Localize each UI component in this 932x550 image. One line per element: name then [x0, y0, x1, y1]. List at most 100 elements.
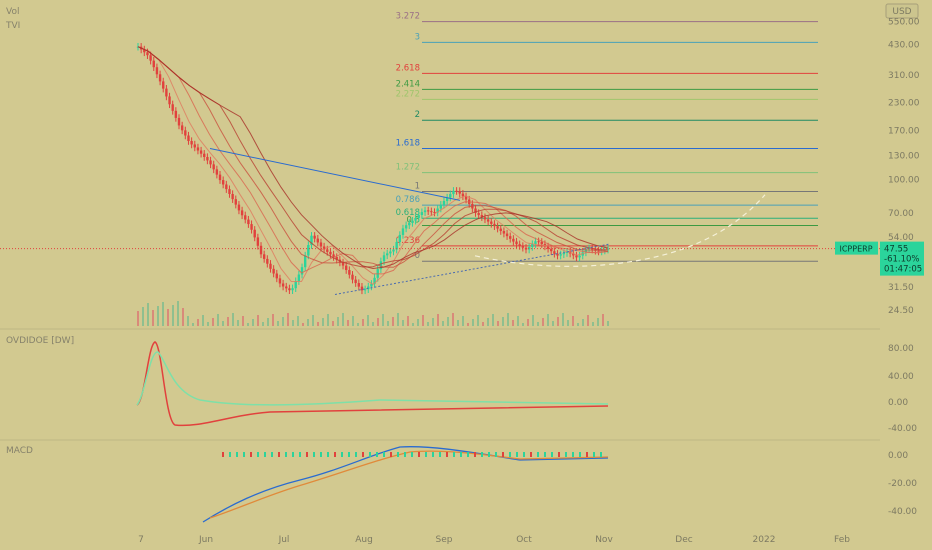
candle-body [307, 245, 310, 256]
candle-body [171, 104, 174, 111]
price-tag-change: -61.10% [884, 255, 919, 265]
macd-histogram-bar [404, 452, 406, 457]
macd-tick-label: 0.00 [888, 451, 908, 461]
fib-label-9: 0.786 [396, 195, 420, 205]
candle-body [537, 241, 540, 243]
volume-bar [367, 315, 369, 326]
candle-body [540, 241, 543, 245]
ma-ribbon-line [137, 46, 609, 275]
macd-histogram-bar [425, 452, 427, 457]
volume-bar [522, 323, 524, 326]
candle-body [452, 190, 455, 195]
candle-body [341, 262, 345, 266]
price-tick-label: 550.00 [888, 18, 920, 28]
candle-body [300, 267, 304, 275]
candle-body [515, 241, 518, 245]
volume-bar [257, 315, 259, 326]
volume-bar [412, 323, 414, 326]
volume-bar [322, 318, 324, 326]
candle-body [553, 251, 556, 254]
volume-bar [152, 310, 154, 326]
macd-tick-label: -20.00 [888, 479, 917, 489]
volume-bar [567, 320, 569, 326]
macd-tick-label: -40.00 [888, 507, 917, 517]
volume-bar [292, 320, 294, 326]
candle-body [244, 215, 247, 220]
macd-histogram-bar [334, 452, 336, 457]
time-tick-label: Nov [595, 535, 613, 545]
candle-body [326, 249, 329, 252]
price-tag-countdown: 01:47:05 [884, 265, 922, 275]
macd-histogram-bar [572, 452, 574, 457]
volume-bar [557, 317, 559, 326]
candle-body [427, 210, 430, 212]
candle-body [303, 255, 307, 268]
volume-bar [247, 323, 249, 326]
candle-body [550, 248, 553, 252]
candle-body [199, 150, 203, 154]
volume-bar [317, 322, 319, 326]
volume-bar [167, 309, 169, 326]
candle-body [531, 244, 534, 247]
volume-bar [532, 315, 534, 326]
candle-body [225, 184, 228, 190]
candle-body [502, 231, 506, 234]
volume-bar [287, 313, 289, 326]
candle-body [149, 55, 152, 61]
candle-body [275, 273, 278, 279]
candle-body [379, 261, 383, 270]
macd-histogram-bar [348, 452, 350, 457]
macd-histogram-bar [236, 452, 238, 457]
candle-body [559, 254, 562, 256]
time-tick-label: Jul [278, 535, 290, 545]
candle-body [190, 141, 193, 145]
volume-bar [407, 316, 409, 326]
volume-bar [312, 315, 314, 326]
candle-body [209, 160, 212, 165]
candle-body [250, 224, 253, 230]
candle-body [351, 274, 354, 280]
currency-badge[interactable] [885, 3, 919, 19]
candle-body [196, 147, 200, 151]
candle-body [474, 208, 477, 213]
price-tick-label: 230.00 [888, 98, 920, 108]
volume-bar [472, 319, 474, 326]
candle-body [398, 234, 402, 242]
volume-bar [342, 313, 344, 326]
trend-line-descending[interactable] [209, 148, 461, 201]
candle-body [240, 210, 244, 216]
candle-body [527, 246, 531, 250]
y-axis: 550.00 430.00 310.00 230.00 170.00 130.00 100.… [888, 18, 920, 517]
macd-histogram-bar [229, 452, 231, 457]
volume-bar [222, 321, 224, 326]
ma-ribbon-line [137, 46, 609, 286]
macd-histogram-bar [565, 452, 567, 457]
candle-body [486, 219, 490, 222]
candle-body [165, 88, 168, 97]
macd-histogram-bar [278, 452, 280, 457]
candle-body [505, 233, 509, 237]
ticker-tag-bg [835, 241, 878, 255]
price-tick-label: 100.00 [888, 176, 920, 186]
macd-histogram-bar [418, 452, 420, 457]
volume-bar [507, 313, 509, 326]
macd-histogram-bar [306, 452, 308, 457]
macd-histogram-bar [530, 452, 532, 457]
candle-body [417, 214, 420, 218]
macd-histogram-bar [390, 452, 392, 457]
candle-body [521, 245, 525, 248]
projection-curve[interactable] [474, 194, 766, 267]
macd-histogram-bar [586, 452, 588, 457]
macd-histogram-bar [432, 452, 434, 457]
candle-body [591, 248, 594, 250]
volume-bar [607, 321, 609, 326]
volume-bar [517, 316, 519, 326]
macd-histogram-bar [285, 452, 287, 457]
volume-bar [262, 322, 264, 326]
candle-body [174, 110, 178, 118]
trend-line-ascending[interactable] [334, 243, 611, 295]
candle-body [256, 237, 260, 246]
candle-body [408, 222, 411, 226]
macd-histogram-bar [292, 452, 294, 457]
